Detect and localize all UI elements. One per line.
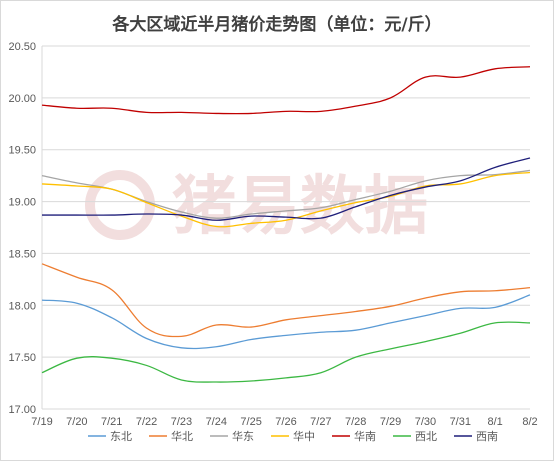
watermark-logo <box>85 170 155 240</box>
x-tick-label: 8/2 <box>522 416 537 428</box>
series-line-6 <box>41 157 531 221</box>
x-tick-label: 7/28 <box>345 416 366 428</box>
x-tick-label: 7/26 <box>275 416 296 428</box>
legend-label: 华北 <box>171 429 193 443</box>
x-tick-label: 7/24 <box>206 416 227 428</box>
series-line-3 <box>41 171 531 228</box>
legend-label: 华东 <box>232 429 254 443</box>
x-tick-label: 7/20 <box>66 416 87 428</box>
series-line-1 <box>41 263 531 338</box>
x-tick-label: 7/27 <box>310 416 331 428</box>
legend-label: 西南 <box>476 430 498 443</box>
x-tick-label: 8/1 <box>487 416 502 428</box>
y-tick-label: 19.50 <box>8 145 36 157</box>
chart-title: 各大区域近半月猪价走势图（单位：元/斤） <box>112 15 442 35</box>
x-tick-label: 7/25 <box>240 416 261 428</box>
y-tick-label: 19.00 <box>8 197 36 209</box>
series-line-5 <box>41 321 531 383</box>
x-tick-label: 7/19 <box>31 416 52 428</box>
x-tick-label: 7/23 <box>171 416 192 428</box>
y-tick-label: 20.00 <box>8 93 36 105</box>
series-line-0 <box>41 294 531 350</box>
y-tick-label: 17.50 <box>8 352 36 364</box>
y-tick-label: 17.00 <box>8 404 36 416</box>
series-line-4 <box>41 66 531 115</box>
x-tick-label: 7/21 <box>101 416 122 428</box>
y-tick-label: 18.00 <box>8 300 36 312</box>
y-tick-label: 20.50 <box>8 41 36 53</box>
legend-label: 华南 <box>354 429 376 443</box>
y-tick-label: 18.50 <box>8 248 36 260</box>
legend-label: 西北 <box>415 430 437 443</box>
x-tick-label: 7/29 <box>380 416 401 428</box>
x-tick-label: 7/22 <box>136 416 157 428</box>
x-tick-label: 7/30 <box>415 416 436 428</box>
legend-label: 华中 <box>293 429 315 443</box>
watermark-text: 猪易数据 <box>172 170 428 244</box>
legend-label: 东北 <box>110 430 132 443</box>
x-tick-label: 7/31 <box>450 416 471 428</box>
